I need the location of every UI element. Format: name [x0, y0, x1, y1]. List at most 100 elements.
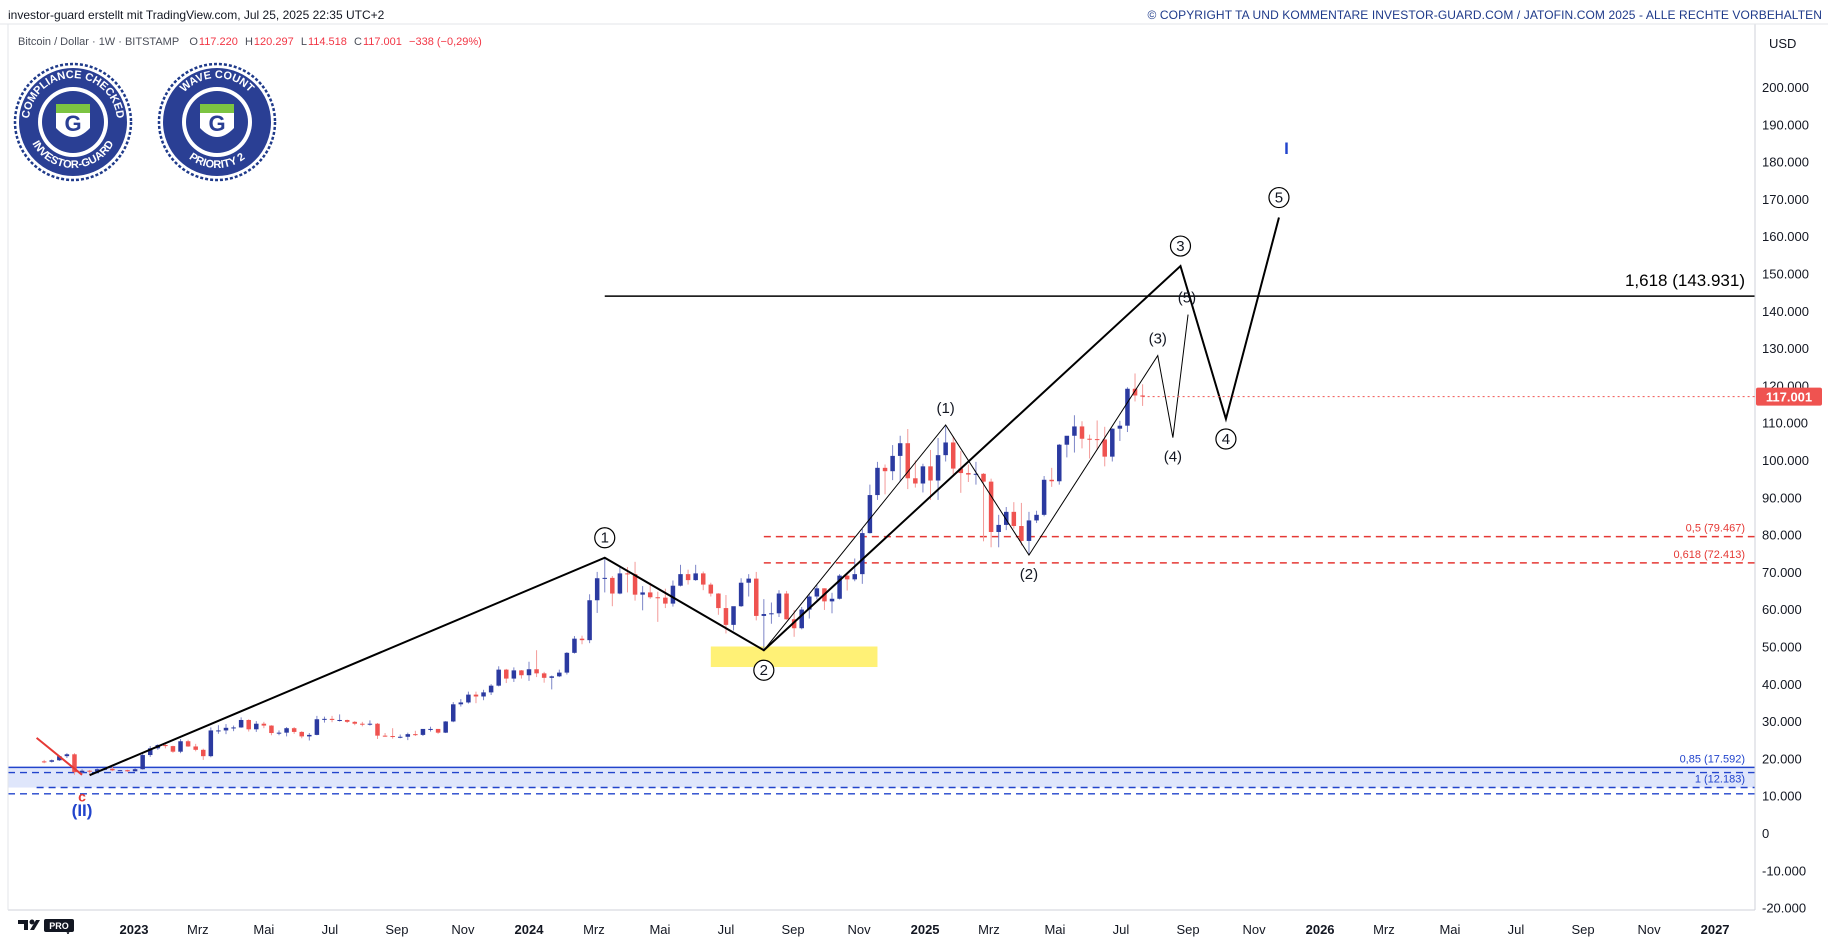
candle-body-137 [1079, 426, 1085, 439]
x-tick-label-9[interactable]: Mai [649, 922, 670, 937]
y-tick-label-16[interactable]: 40.000 [1762, 677, 1802, 692]
candle-body-141 [1110, 428, 1115, 457]
candle-body-31 [276, 732, 282, 734]
candle-body-56 [466, 694, 471, 703]
candle-body-59 [488, 685, 494, 693]
candle-body-3 [64, 754, 70, 757]
candle-body-14 [147, 748, 153, 756]
y-tick-label-2[interactable]: 180.000 [1762, 155, 1809, 170]
y-tick-label-21[interactable]: -10.000 [1762, 863, 1806, 878]
x-tick-label-15[interactable]: Mai [1044, 922, 1065, 937]
x-tick-label-8[interactable]: Mrz [583, 922, 605, 937]
x-tick-label-11[interactable]: Sep [781, 922, 804, 937]
candle-body-26 [238, 719, 244, 728]
x-tick-label-22[interactable]: Jul [1508, 922, 1525, 937]
symbol-info[interactable]: Bitcoin / Dollar · 1W · BITSTAMP O117.22… [18, 36, 483, 48]
candle-body-90 [723, 608, 729, 625]
y-tick-label-13[interactable]: 70.000 [1762, 565, 1802, 580]
candle-body-24 [223, 727, 229, 731]
x-tick-label-17[interactable]: Sep [1176, 922, 1199, 937]
major-wave-circle-2 [1169, 235, 1192, 257]
currency-label[interactable]: USD [1769, 36, 1796, 51]
candle-body-5 [79, 770, 85, 773]
y-tick-label-18[interactable]: 20.000 [1762, 751, 1802, 766]
y-tick-label-22[interactable]: -20.000 [1762, 901, 1806, 916]
x-tick-label-16[interactable]: Jul [1113, 922, 1130, 937]
candle-body-43 [367, 723, 373, 725]
close-label: C [354, 36, 362, 48]
y-tick-label-4[interactable]: 160.000 [1762, 229, 1809, 244]
x-tick-label-24[interactable]: Nov [1638, 922, 1662, 937]
y-tick-label-1[interactable]: 190.000 [1762, 117, 1809, 132]
x-tick-label-1[interactable]: 2023 [120, 922, 149, 937]
candle-body-36 [314, 719, 320, 735]
last-price-tag[interactable] [1756, 387, 1822, 406]
candle-body-53 [443, 721, 448, 733]
y-tick-label-19[interactable]: 10.000 [1762, 789, 1802, 804]
x-tick-label-20[interactable]: Mrz [1373, 922, 1395, 937]
candle-body-22 [208, 730, 214, 757]
candle-body-124 [981, 473, 986, 482]
candle-body-63 [519, 670, 524, 676]
y-tick-label-6[interactable]: 140.000 [1762, 304, 1809, 319]
x-tick-label-2[interactable]: Mrz [187, 922, 209, 937]
y-tick-label-9[interactable]: 110.000 [1762, 416, 1808, 431]
candle-body-118 [935, 455, 941, 481]
candle-body-112 [890, 455, 895, 472]
x-tick-label-23[interactable]: Sep [1571, 922, 1594, 937]
blue-target-zone [8, 767, 1755, 788]
candle-body-11 [125, 770, 130, 772]
y-tick-label-10[interactable]: 100.000 [1762, 453, 1809, 468]
major-wave-path [89, 217, 1280, 777]
candle-body-68 [557, 672, 562, 677]
x-tick-label-25[interactable]: 2027 [1701, 922, 1730, 937]
candle-body-111 [882, 467, 888, 472]
candle-body-19 [185, 741, 191, 747]
candle-body-105 [837, 575, 842, 599]
candle-body-29 [261, 723, 267, 726]
x-tick-label-18[interactable]: Nov [1243, 922, 1267, 937]
candle-body-122 [966, 473, 971, 475]
x-tick-label-14[interactable]: Mrz [978, 922, 1000, 937]
x-tick-label-3[interactable]: Mai [253, 922, 274, 937]
y-tick-label-12[interactable]: 80.000 [1762, 528, 1802, 543]
x-tick-label-12[interactable]: Nov [848, 922, 872, 937]
candle-body-109 [867, 495, 873, 534]
candle-body-110 [875, 467, 880, 496]
candle-body-134 [1057, 444, 1062, 482]
candle-body-13 [140, 755, 145, 770]
x-tick-label-21[interactable]: Mai [1439, 922, 1460, 937]
y-tick-label-7[interactable]: 130.000 [1762, 341, 1809, 356]
x-tick-label-19[interactable]: 2026 [1306, 922, 1335, 937]
axes-layer[interactable]: 200.000 190.000 180.000 170.000 160.000 150.0… [0, 23, 1828, 937]
candle-body-99 [791, 619, 797, 629]
candle-body-142 [1117, 425, 1123, 429]
candle-body-144 [1132, 388, 1138, 396]
candle-body-20 [193, 746, 198, 750]
y-tick-label-5[interactable]: 150.000 [1762, 267, 1809, 282]
y-tick-label-0[interactable]: 200.000 [1762, 80, 1809, 95]
x-tick-label-4[interactable]: Jul [322, 922, 339, 937]
x-tick-label-10[interactable]: Jul [718, 922, 735, 937]
candle-body-106 [844, 575, 850, 580]
candle-body-91 [731, 606, 736, 625]
candle-body-42 [360, 723, 365, 725]
x-tick-label-5[interactable]: Sep [385, 922, 408, 937]
x-tick-label-13[interactable]: 2025 [911, 922, 940, 937]
y-tick-label-17[interactable]: 30.000 [1762, 714, 1802, 729]
tradingview-logo-icon[interactable]: PRO [16, 916, 76, 934]
y-tick-label-3[interactable]: 170.000 [1762, 192, 1809, 207]
candle-body-25 [231, 727, 236, 729]
y-tick-label-11[interactable]: 90.000 [1762, 490, 1802, 505]
y-tick-label-20[interactable]: 0 [1762, 826, 1769, 841]
symbol-name[interactable]: Bitcoin / Dollar · 1W · BITSTAMP [18, 36, 180, 48]
x-tick-label-6[interactable]: Nov [451, 922, 475, 937]
y-tick-label-14[interactable]: 60.000 [1762, 602, 1802, 617]
y-tick-label-15[interactable]: 50.000 [1762, 640, 1802, 655]
x-tick-label-7[interactable]: 2024 [515, 922, 545, 937]
minor-wave-label-0: (1) [936, 400, 954, 417]
fib-level-label-1: 0,5 (79.467) [1686, 523, 1745, 535]
candle-body-125 [988, 481, 994, 532]
